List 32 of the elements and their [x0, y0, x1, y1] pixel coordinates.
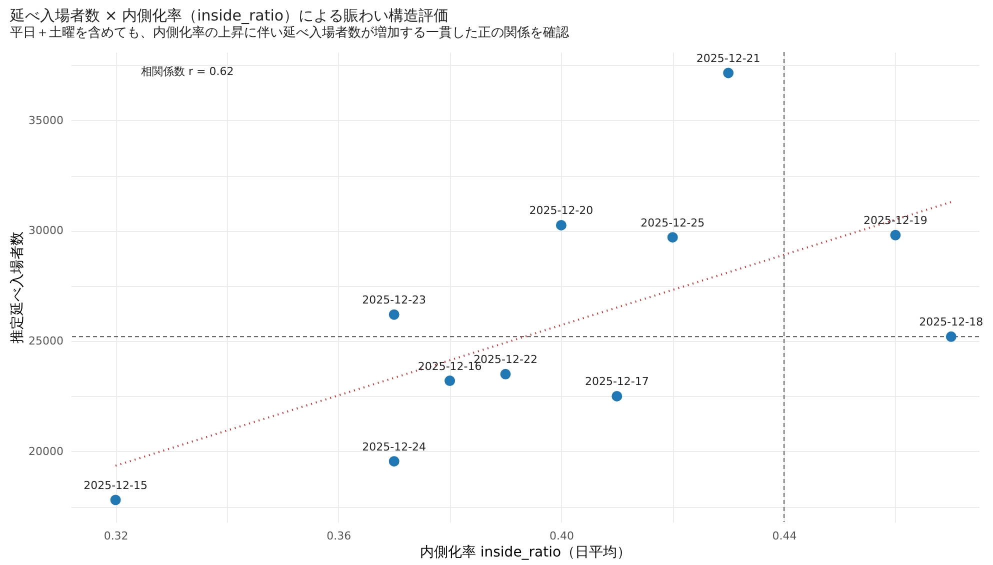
annotation: 2025-12-21 — [696, 52, 760, 65]
annotation: 2025-12-25 — [640, 216, 705, 230]
annotation: 2025-12-18 — [919, 316, 984, 329]
chart-title: 延べ入場者数 × 内側化率（inside_ratio）による賑わい構造評価 — [9, 6, 449, 24]
point — [946, 331, 956, 342]
point — [723, 68, 734, 78]
y-axis-title: 推定延べ入場者数 — [10, 232, 26, 344]
y-tick-label: 20000 — [28, 444, 64, 458]
chart-subtitle: 平日＋土曜を含めても、内側化率の上昇に伴い延べ入場者数が増加する一貫した正の関係を確認 — [10, 24, 570, 40]
point — [110, 494, 121, 506]
annotation: 2025-12-23 — [362, 294, 426, 307]
annotation: 2025-12-20 — [529, 204, 594, 218]
point — [388, 309, 400, 320]
x-tick-label: 0.36 — [326, 530, 352, 542]
point — [667, 232, 678, 243]
point — [890, 230, 901, 240]
point — [388, 456, 400, 467]
annotation: 2025-12-17 — [584, 375, 649, 388]
y-tick-label: 30000 — [28, 224, 64, 238]
point — [500, 368, 511, 380]
y-tick-label: 25000 — [28, 334, 64, 348]
x-axis-title: 内側化率 inside_ratio（日平均） — [420, 544, 632, 560]
x-tick-label: 0.32 — [104, 530, 128, 542]
x-tick-label: 0.40 — [549, 530, 574, 542]
point — [556, 220, 566, 230]
annotation: 相関係数 r = 0.62 — [141, 65, 234, 78]
x-tick-label: 0.44 — [772, 530, 797, 542]
point — [612, 390, 622, 402]
y-tick-label: 35000 — [28, 114, 64, 127]
point — [444, 376, 456, 386]
annotation: 2025-12-15 — [84, 478, 148, 492]
annotation: 2025-12-24 — [362, 440, 426, 454]
